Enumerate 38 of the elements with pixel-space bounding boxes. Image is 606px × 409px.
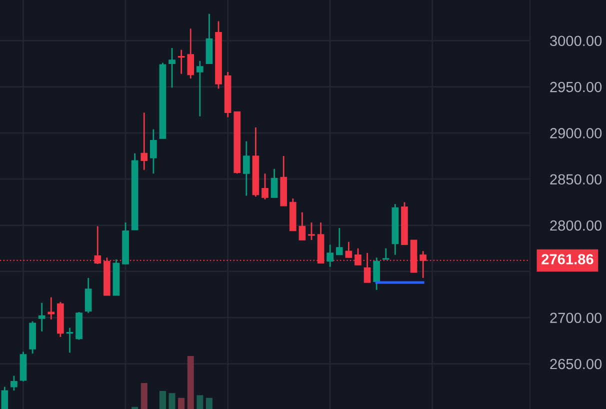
candlestick <box>48 296 55 320</box>
candlestick <box>373 256 380 291</box>
candlestick <box>150 128 157 174</box>
y-tick-label: 2700.00 <box>550 312 602 324</box>
bar <box>159 390 166 409</box>
y-tick-label: 2650.00 <box>550 358 602 370</box>
candlestick <box>168 47 176 88</box>
candlestick <box>242 140 250 196</box>
bar <box>140 383 148 409</box>
bar <box>187 356 194 409</box>
bar <box>178 398 185 409</box>
candlestick <box>84 277 92 314</box>
bar <box>206 398 212 409</box>
bar <box>196 395 204 409</box>
candlestick <box>66 327 74 354</box>
candlestick <box>308 222 315 241</box>
candlestick <box>38 302 46 332</box>
y-tick-label: 2850.00 <box>550 174 602 185</box>
candlestick <box>270 168 278 198</box>
candlestick <box>336 227 343 256</box>
candlestick <box>382 248 390 260</box>
y-tick-label: 2800.00 <box>550 220 602 231</box>
candlestick <box>298 212 306 241</box>
candlestick <box>178 49 185 75</box>
candlestick <box>187 28 194 80</box>
y-tick-label: 2950.00 <box>550 82 602 92</box>
candlestick <box>364 252 371 284</box>
y-tick-label: 2900.00 <box>550 128 602 138</box>
ref-line-label: 2761.86 <box>542 254 594 264</box>
y-tick-label: 3000.00 <box>550 36 602 46</box>
candlestick <box>1 386 8 409</box>
candlestick <box>326 244 334 268</box>
candlestick <box>196 60 204 118</box>
candlestick <box>10 375 18 392</box>
candlestick <box>140 112 148 171</box>
candlestick <box>345 241 352 258</box>
bar <box>168 393 176 409</box>
candlestick <box>262 172 268 200</box>
